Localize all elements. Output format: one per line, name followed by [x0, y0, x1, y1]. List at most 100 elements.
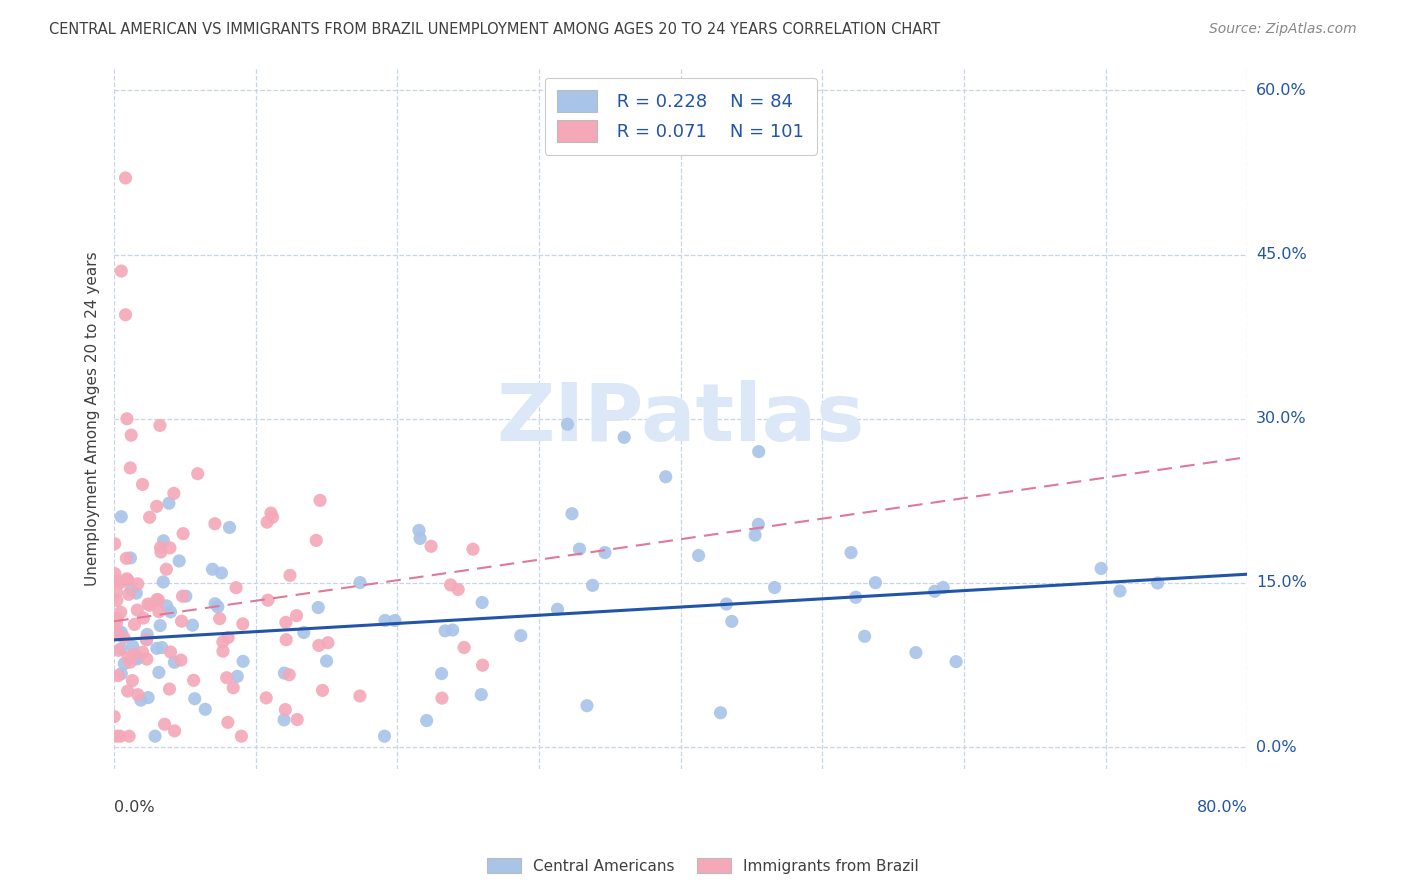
Point: [112, 657, 135, 671]
Point: [131, 477, 153, 491]
Point: [120, 655, 142, 669]
Point: [547, 602, 569, 616]
Point: [593, 545, 616, 559]
Point: [945, 655, 967, 669]
Point: [156, 599, 179, 613]
Point: [125, 586, 148, 600]
Point: [305, 533, 328, 548]
Point: [232, 654, 254, 668]
Point: [222, 681, 245, 695]
Point: [231, 729, 253, 743]
Point: [218, 520, 240, 534]
Point: [374, 614, 396, 628]
Point: [439, 578, 461, 592]
Point: [131, 645, 153, 659]
Point: [208, 612, 231, 626]
Point: [146, 592, 169, 607]
Point: [110, 666, 132, 681]
Point: [217, 715, 239, 730]
Point: [120, 461, 142, 475]
Point: [461, 542, 484, 557]
Point: [105, 593, 128, 607]
Point: [470, 688, 492, 702]
Point: [105, 585, 128, 599]
Point: [183, 691, 205, 706]
Point: [112, 631, 135, 645]
Point: [201, 562, 224, 576]
Point: [187, 467, 209, 481]
Point: [273, 713, 295, 727]
Point: [207, 599, 229, 614]
Point: [172, 526, 194, 541]
Point: [183, 673, 205, 688]
Point: [373, 729, 395, 743]
Text: ZIPatlas: ZIPatlas: [496, 380, 865, 458]
Point: [215, 671, 238, 685]
Point: [716, 597, 738, 611]
Point: [110, 509, 132, 524]
Point: [120, 428, 142, 442]
Point: [278, 568, 301, 582]
Point: [107, 643, 129, 657]
Point: [149, 541, 172, 555]
Text: 0.0%: 0.0%: [114, 799, 155, 814]
Point: [309, 493, 332, 508]
Point: [153, 717, 176, 731]
Point: [163, 723, 186, 738]
Point: [155, 562, 177, 576]
Point: [120, 551, 142, 566]
Point: [110, 264, 132, 278]
Point: [104, 614, 127, 628]
Point: [292, 625, 315, 640]
Point: [149, 545, 172, 559]
Y-axis label: Unemployment Among Ages 20 to 24 years: Unemployment Among Ages 20 to 24 years: [86, 252, 100, 586]
Point: [212, 644, 235, 658]
Point: [152, 533, 174, 548]
Point: [110, 625, 132, 640]
Point: [575, 698, 598, 713]
Point: [135, 632, 157, 647]
Point: [509, 629, 531, 643]
Point: [274, 615, 297, 630]
Point: [149, 618, 172, 632]
Point: [273, 666, 295, 681]
Point: [307, 600, 329, 615]
Text: 15.0%: 15.0%: [1256, 575, 1306, 591]
Point: [104, 537, 127, 551]
Point: [744, 528, 766, 542]
Point: [709, 706, 731, 720]
Point: [136, 597, 159, 611]
Point: [152, 574, 174, 589]
Point: [138, 599, 160, 613]
Point: [232, 616, 254, 631]
Point: [132, 611, 155, 625]
Point: [225, 581, 247, 595]
Point: [110, 605, 132, 619]
Point: [748, 444, 770, 458]
Point: [747, 517, 769, 532]
Point: [163, 486, 186, 500]
Point: [430, 691, 453, 706]
Point: [568, 542, 591, 557]
Point: [117, 650, 139, 665]
Point: [149, 418, 172, 433]
Point: [148, 593, 170, 607]
Point: [167, 554, 190, 568]
Point: [117, 684, 139, 698]
Point: [115, 551, 138, 566]
Point: [471, 595, 494, 609]
Point: [121, 640, 143, 654]
Point: [845, 591, 868, 605]
Point: [174, 589, 197, 603]
Point: [254, 690, 277, 705]
Point: [349, 575, 371, 590]
Point: [204, 597, 226, 611]
Point: [285, 608, 308, 623]
Point: [159, 605, 181, 619]
Point: [105, 616, 128, 631]
Point: [217, 631, 239, 645]
Point: [315, 654, 337, 668]
Point: [924, 584, 946, 599]
Point: [105, 625, 128, 640]
Point: [114, 171, 136, 186]
